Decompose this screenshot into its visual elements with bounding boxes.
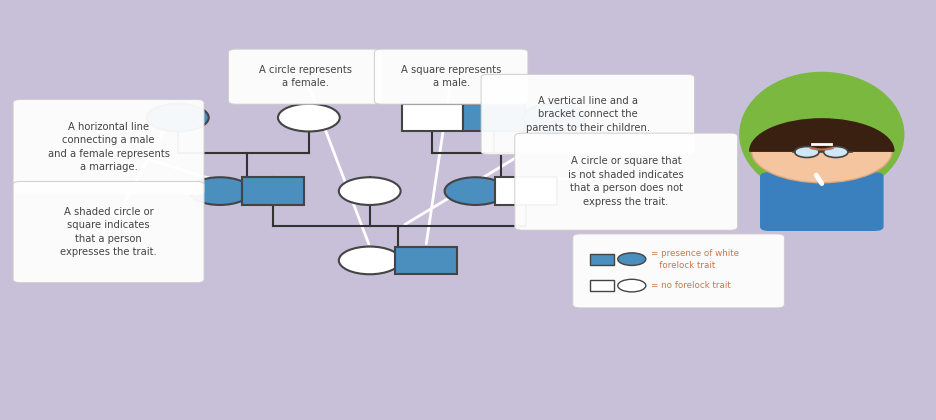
- Text: = no forelock trait: = no forelock trait: [651, 281, 730, 290]
- Circle shape: [445, 177, 506, 205]
- Circle shape: [752, 120, 892, 183]
- Wedge shape: [750, 119, 894, 151]
- FancyBboxPatch shape: [515, 133, 738, 230]
- Circle shape: [278, 104, 340, 131]
- Ellipse shape: [740, 72, 904, 197]
- FancyBboxPatch shape: [395, 247, 457, 274]
- FancyBboxPatch shape: [573, 234, 784, 308]
- FancyBboxPatch shape: [495, 177, 557, 205]
- Circle shape: [339, 247, 401, 274]
- Circle shape: [189, 177, 251, 205]
- FancyBboxPatch shape: [402, 104, 463, 131]
- FancyBboxPatch shape: [13, 100, 204, 194]
- Circle shape: [339, 177, 401, 205]
- FancyBboxPatch shape: [242, 177, 304, 205]
- Text: A shaded circle or
square indicates
that a person
expresses the trait.: A shaded circle or square indicates that…: [60, 207, 157, 257]
- Text: = presence of white
   forelock trait: = presence of white forelock trait: [651, 249, 739, 270]
- FancyBboxPatch shape: [13, 181, 204, 283]
- Text: A vertical line and a
bracket connect the
parents to their children.: A vertical line and a bracket connect th…: [526, 96, 650, 133]
- Text: A circle represents
a female.: A circle represents a female.: [258, 65, 352, 89]
- Text: A square represents
a male.: A square represents a male.: [401, 65, 502, 89]
- Circle shape: [618, 279, 646, 292]
- FancyBboxPatch shape: [760, 172, 884, 231]
- Circle shape: [618, 253, 646, 265]
- FancyBboxPatch shape: [374, 49, 528, 104]
- FancyBboxPatch shape: [590, 254, 614, 265]
- FancyBboxPatch shape: [463, 104, 525, 131]
- FancyBboxPatch shape: [590, 280, 614, 291]
- Circle shape: [147, 104, 209, 131]
- Circle shape: [824, 147, 848, 158]
- Text: A horizontal line
connecting a male
and a female represents
a marriage.: A horizontal line connecting a male and …: [48, 122, 169, 172]
- Circle shape: [523, 104, 585, 131]
- FancyBboxPatch shape: [228, 49, 382, 104]
- Text: A circle or square that
is not shaded indicates
that a person does not
express t: A circle or square that is not shaded in…: [568, 156, 684, 207]
- Circle shape: [795, 147, 819, 158]
- FancyBboxPatch shape: [481, 74, 695, 155]
